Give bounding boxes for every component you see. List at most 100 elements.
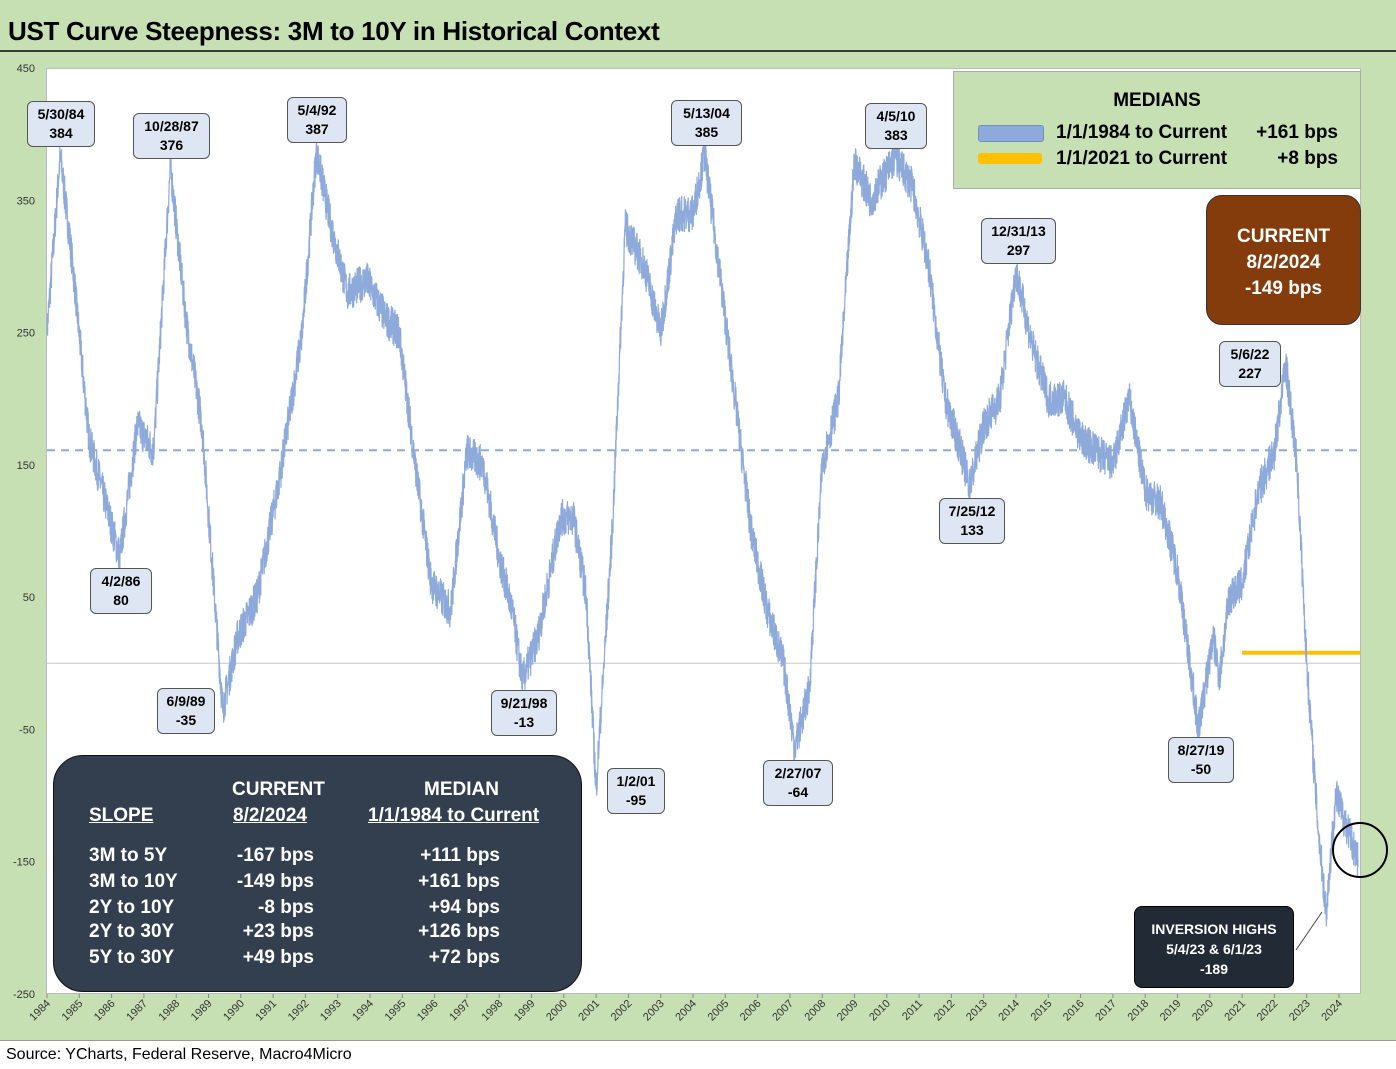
x-tick-label: 1986 (92, 998, 118, 1024)
annotation-1984-peak: 5/30/84 384 (27, 101, 95, 147)
x-tick-label: 2002 (609, 998, 635, 1024)
x-tick-label: 2011 (900, 998, 925, 1023)
x-tick-label: 1994 (350, 998, 376, 1024)
y-tick-label: -50 (19, 724, 35, 736)
x-tick-label: 2019 (1158, 998, 1184, 1024)
x-tick-label: 2004 (673, 998, 699, 1024)
x-tick-label: 1997 (447, 998, 473, 1024)
current-marker-circle (1332, 822, 1388, 878)
x-tick-label: 1999 (512, 998, 538, 1024)
x-tick-label: 2018 (1126, 998, 1152, 1024)
x-tick-label: 1984 (27, 998, 53, 1024)
table-row-current: +23 bps (242, 921, 314, 942)
annotation-2022-peak: 5/6/22 227 (1219, 341, 1281, 387)
x-tick-label: 2006 (738, 998, 764, 1024)
x-axis: 1984 1985 1986 1987 1988 1989 1990 1991 1992 1993… (27, 994, 1345, 1023)
x-tick-label: 2014 (996, 998, 1022, 1024)
y-axis: 450 350 250 150 50 -50 -150 -250 (13, 63, 35, 1001)
title-bar: UST Curve Steepness: 3M to 10Y in Histor… (0, 0, 1396, 52)
table-row-current: +49 bps (242, 947, 314, 968)
legend-swatch-all (978, 125, 1044, 142)
table-row-slope: 3M to 5Y (89, 845, 168, 866)
x-tick-label: 2009 (835, 998, 861, 1024)
annotation-2001-trough: 1/2/01 -95 (607, 768, 665, 814)
legend-row-all: 1/1/1984 to Current +161 bps (978, 122, 1348, 144)
x-tick-label: 2022 (1255, 998, 1281, 1024)
y-tick-label: 250 (17, 328, 35, 340)
inversion-highs-box: INVERSION HIGHS 5/4/23 & 6/1/23 -189 (1134, 906, 1294, 988)
legend-label-all: 1/1/1984 to Current (1056, 122, 1228, 143)
x-tick-label: 1993 (318, 998, 344, 1024)
table-row-current: -149 bps (236, 871, 314, 892)
y-tick-label: -150 (13, 857, 35, 869)
table-row-median: +111 bps (420, 845, 500, 866)
x-tick-label: 1990 (221, 998, 247, 1024)
y-tick-label: 150 (17, 460, 35, 472)
chart-title: UST Curve Steepness: 3M to 10Y in Histor… (8, 16, 660, 46)
x-tick-label: 2024 (1319, 998, 1345, 1024)
series-line-3m-10y (46, 136, 1359, 927)
medians-legend: MEDIANS 1/1/1984 to Current +161 bps 1/1… (953, 71, 1361, 189)
table-row-slope: 2Y to 10Y (89, 897, 175, 918)
x-tick-label: 1989 (189, 998, 215, 1024)
footer: Source: YCharts, Federal Reserve, Macro4… (0, 1040, 1396, 1069)
table-row-median: +126 bps (418, 921, 500, 942)
annotation-1987-peak: 10/28/87 376 (133, 113, 210, 159)
x-tick-label: 1987 (124, 998, 150, 1024)
legend-value-all: +161 bps (1256, 122, 1338, 143)
x-tick-label: 1996 (415, 998, 441, 1024)
x-tick-label: 1992 (286, 998, 312, 1024)
x-tick-label: 2012 (932, 998, 958, 1024)
inversion-pointer (1295, 911, 1323, 951)
source-note: Source: YCharts, Federal Reserve, Macro4… (6, 1046, 352, 1063)
medians-title: MEDIANS (1113, 90, 1201, 111)
table-header-current: CURRENT (232, 779, 325, 800)
current-label: CURRENT (1237, 226, 1330, 247)
table-col-slope: SLOPE (89, 805, 154, 826)
x-tick-label: 2007 (770, 998, 796, 1024)
x-tick-label: 2008 (803, 998, 829, 1024)
x-tick-label: 2016 (1061, 998, 1087, 1024)
current-date: 8/2/2024 (1246, 252, 1321, 273)
x-tick-label: 2003 (641, 998, 667, 1024)
x-tick-label: 1995 (383, 998, 409, 1024)
y-tick-label: 450 (17, 63, 35, 75)
x-tick-label: 1991 (253, 998, 279, 1024)
x-tick-label: 2000 (544, 998, 570, 1024)
legend-value-recent: +8 bps (1277, 148, 1338, 169)
inversion-value: -189 (1199, 961, 1229, 977)
x-tick-label: 2005 (706, 998, 732, 1024)
y-tick-label: 50 (23, 592, 35, 604)
annotation-1986-trough: 4/2/86 80 (90, 568, 152, 614)
table-row-median: +94 bps (428, 897, 500, 918)
annotation-2010-peak: 4/5/10 383 (865, 103, 927, 149)
y-tick-label: -250 (13, 989, 35, 1001)
current-value-box: CURRENT 8/2/2024 -149 bps (1206, 195, 1361, 325)
x-tick-label: 1988 (157, 998, 183, 1024)
table-col-current-date: 8/2/2024 (233, 805, 307, 826)
x-tick-label: 2017 (1093, 998, 1119, 1024)
annotation-1992-peak: 5/4/92 387 (287, 97, 347, 143)
y-tick-label: 350 (17, 195, 35, 207)
table-row-median: +161 bps (418, 871, 500, 892)
inversion-dates: 5/4/23 & 6/1/23 (1166, 941, 1262, 957)
legend-label-recent: 1/1/2021 to Current (1056, 148, 1228, 169)
annotation-2007-trough: 2/27/07 -64 (763, 760, 833, 806)
inversion-title: INVERSION HIGHS (1151, 921, 1277, 937)
table-row-slope: 3M to 10Y (89, 871, 178, 892)
annotation-2019-trough: 8/27/19 -50 (1168, 737, 1234, 783)
annotation-1998-trough: 9/21/98 -13 (491, 690, 557, 736)
legend-swatch-recent (978, 153, 1042, 164)
table-header-median: MEDIAN (424, 779, 499, 800)
table-row-slope: 2Y to 30Y (89, 921, 175, 942)
table-row-slope: 5Y to 30Y (89, 947, 175, 968)
x-tick-label: 2013 (964, 998, 990, 1024)
table-row-current: -167 bps (236, 845, 314, 866)
x-tick-label: 2015 (1029, 998, 1055, 1024)
annotation-1989-trough: 6/9/89 -35 (157, 688, 215, 734)
table-row-current: -8 bps (258, 897, 314, 918)
table-col-median-range: 1/1/1984 to Current (368, 805, 540, 826)
current-value: -149 bps (1244, 278, 1323, 299)
table-row-median: +72 bps (428, 947, 500, 968)
